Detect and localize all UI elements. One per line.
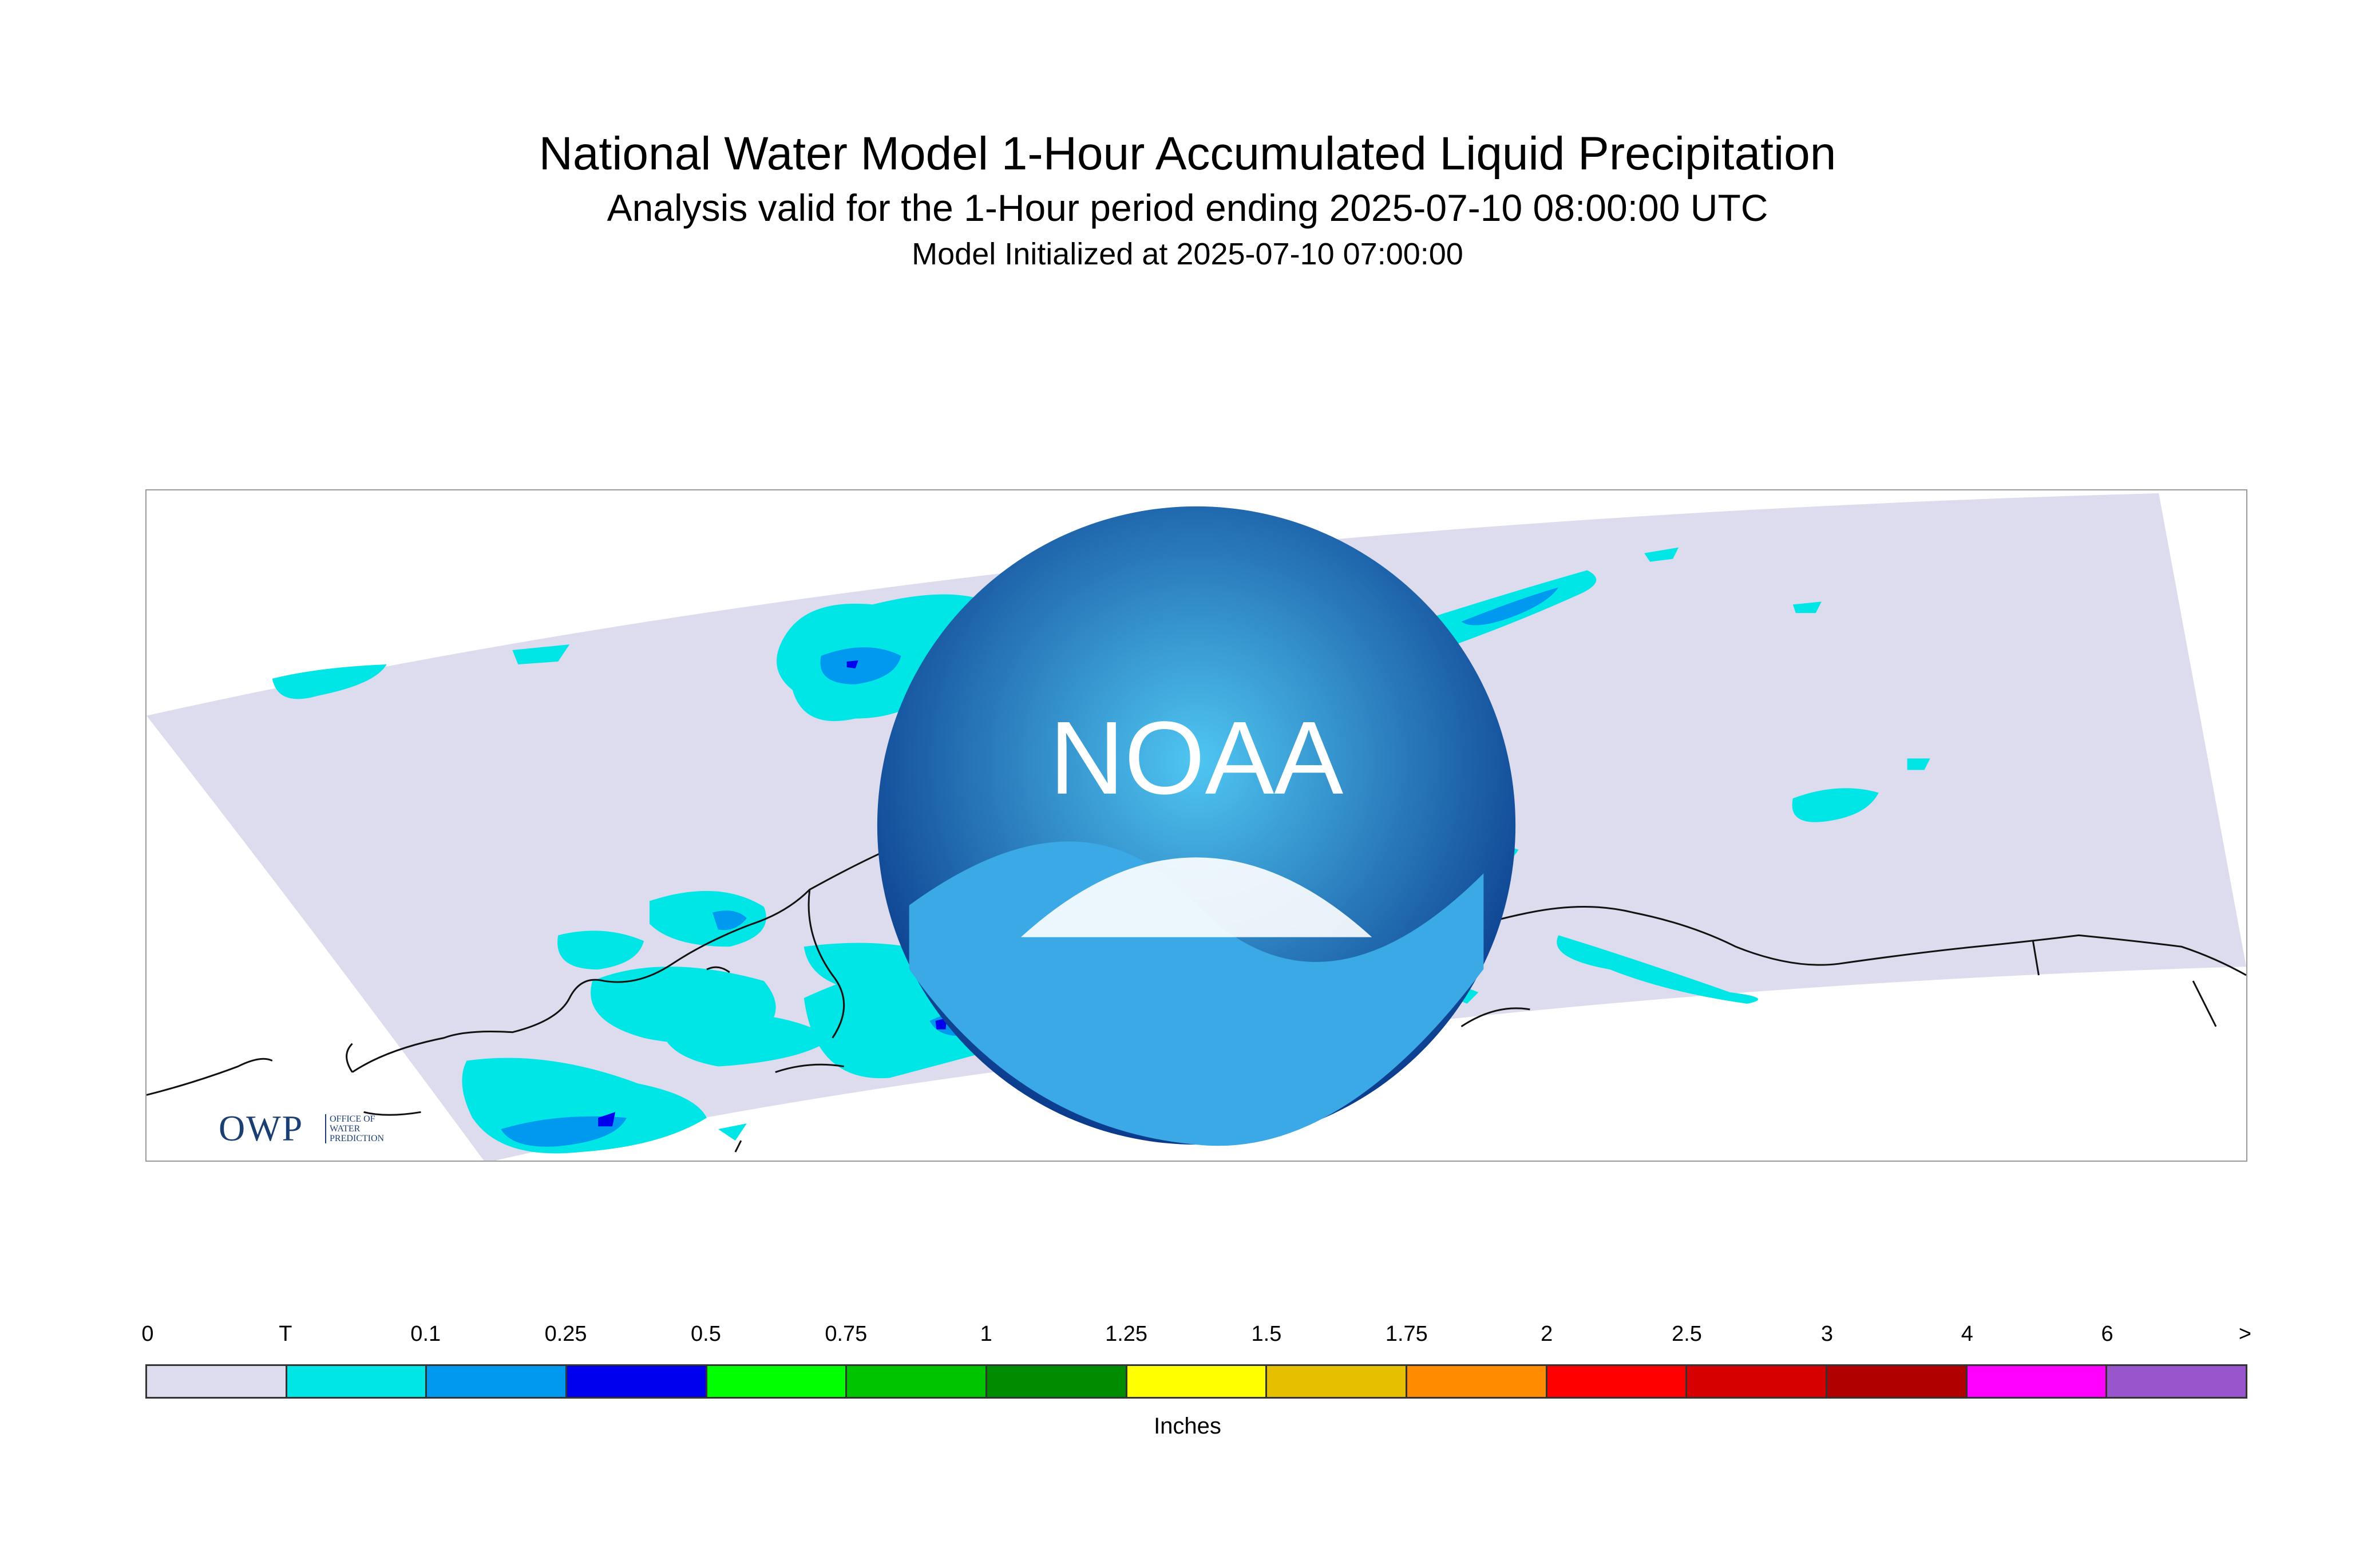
owp-logo-line: PREDICTION <box>330 1134 385 1143</box>
colorbar-segment-0 <box>147 1366 287 1397</box>
colorbar-segment-11 <box>1687 1366 1828 1397</box>
colorbar-segment-2 <box>427 1366 568 1397</box>
colorbar-segment-9 <box>1407 1366 1547 1397</box>
legend-tick-label: T <box>279 1322 292 1346</box>
colorbar-segment-4 <box>707 1366 848 1397</box>
model-init-line: Model Initialized at 2025-07-10 07:00:00 <box>912 237 1463 271</box>
legend-tick-label: 3 <box>1820 1322 1833 1346</box>
precipitation-map: OWP OFFICE OF WATER PREDICTION NOAA <box>145 489 2247 1162</box>
legend-tick-label: 0.1 <box>410 1322 441 1346</box>
legend-tick-label: 1 <box>980 1322 992 1346</box>
owp-logo: OWP OFFICE OF WATER PREDICTION <box>219 1108 425 1149</box>
map-title: National Water Model 1-Hour Accumulated … <box>539 128 1836 180</box>
legend-tick-label: 0.75 <box>825 1322 868 1346</box>
colorbar-segment-10 <box>1547 1366 1688 1397</box>
legend-tick-label: 1.25 <box>1105 1322 1148 1346</box>
legend-tick-label: 6 <box>2101 1322 2113 1346</box>
owp-logo-mark: OWP <box>219 1108 304 1149</box>
legend-units-label: Inches <box>1154 1413 1221 1439</box>
legend-tick-label: 0.5 <box>691 1322 721 1346</box>
colorbar-segment-12 <box>1827 1366 1968 1397</box>
legend-tick-label: 2.5 <box>1672 1322 1702 1346</box>
noaa-logo-text: NOAA <box>1050 700 1344 816</box>
colorbar-segment-8 <box>1267 1366 1408 1397</box>
owp-logo-text: OFFICE OF WATER PREDICTION <box>325 1114 384 1143</box>
colorbar-segment-6 <box>987 1366 1127 1397</box>
legend-tick-label: > <box>2238 1322 2252 1346</box>
legend-tick-label: 4 <box>1961 1322 1973 1346</box>
colorbar-segment-13 <box>1967 1366 2108 1397</box>
legend-tick-label: 1.75 <box>1385 1322 1428 1346</box>
legend-tick-labels: 0 T 0.1 0.25 0.5 0.75 1 1.25 1.5 1.75 2 2.5 3 4 6 > <box>141 1322 2251 1351</box>
noaa-logo: NOAA <box>877 506 1516 1146</box>
colorbar-segment-1 <box>287 1366 428 1397</box>
colorbar-segment-14 <box>2107 1366 2246 1397</box>
map-subtitle: Analysis valid for the 1-Hour period end… <box>607 187 1768 229</box>
legend-tick-label: 2 <box>1541 1322 1553 1346</box>
owp-logo-line: WATER <box>330 1124 361 1134</box>
colorbar-segment-7 <box>1127 1366 1268 1397</box>
colorbar-segment-5 <box>847 1366 988 1397</box>
colorbar-segment-3 <box>567 1366 707 1397</box>
legend-tick-label: 0.25 <box>544 1322 587 1346</box>
legend-tick-label: 0 <box>141 1322 154 1346</box>
precipitation-colorbar <box>145 1364 2247 1399</box>
owp-logo-line: OFFICE OF <box>330 1114 375 1124</box>
legend-tick-label: 1.5 <box>1251 1322 1282 1346</box>
